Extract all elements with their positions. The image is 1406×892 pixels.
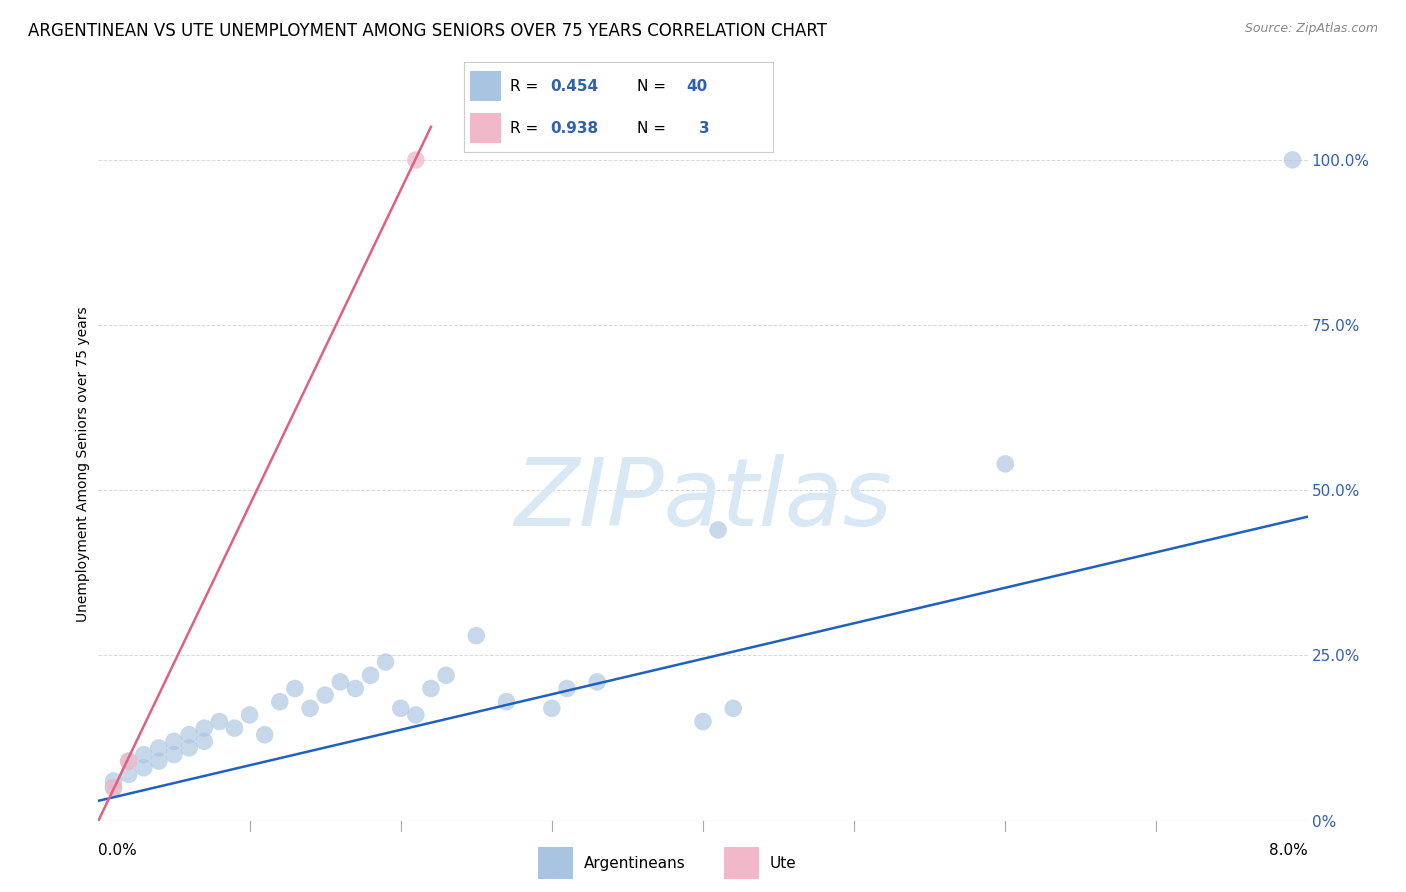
- Point: [103, 780, 125, 795]
- Text: Argentineans: Argentineans: [583, 855, 685, 871]
- Text: ZIPatlas: ZIPatlas: [515, 454, 891, 545]
- Text: ARGENTINEAN VS UTE UNEMPLOYMENT AMONG SENIORS OVER 75 YEARS CORRELATION CHART: ARGENTINEAN VS UTE UNEMPLOYMENT AMONG SE…: [28, 22, 827, 40]
- Y-axis label: Unemployment Among Seniors over 75 years: Unemployment Among Seniors over 75 years: [76, 306, 90, 622]
- Text: 3: 3: [699, 120, 710, 136]
- Point: [118, 754, 141, 768]
- Text: R =: R =: [510, 120, 544, 136]
- Point: [132, 761, 155, 775]
- Point: [541, 701, 564, 715]
- Point: [148, 741, 170, 756]
- Text: Source: ZipAtlas.com: Source: ZipAtlas.com: [1244, 22, 1378, 36]
- Point: [163, 734, 186, 748]
- Bar: [537, 847, 574, 880]
- Point: [314, 688, 336, 702]
- Point: [179, 741, 201, 756]
- Text: Ute: Ute: [770, 855, 797, 871]
- Point: [389, 701, 412, 715]
- Point: [269, 695, 291, 709]
- Point: [284, 681, 307, 696]
- Text: R =: R =: [510, 78, 544, 94]
- Bar: [470, 113, 501, 143]
- Point: [465, 629, 488, 643]
- Text: N =: N =: [637, 78, 671, 94]
- Point: [495, 695, 517, 709]
- Text: 40: 40: [686, 78, 709, 94]
- Point: [1281, 153, 1303, 167]
- Point: [586, 674, 609, 689]
- Text: 0.938: 0.938: [551, 120, 599, 136]
- Point: [555, 681, 578, 696]
- Point: [299, 701, 322, 715]
- Point: [118, 767, 141, 781]
- Point: [193, 721, 215, 735]
- Text: 0.0%: 0.0%: [98, 843, 138, 858]
- Point: [374, 655, 396, 669]
- Bar: [724, 847, 759, 880]
- Point: [118, 754, 141, 768]
- Point: [723, 701, 745, 715]
- Point: [132, 747, 155, 762]
- Point: [329, 674, 352, 689]
- Point: [344, 681, 367, 696]
- Point: [208, 714, 231, 729]
- Text: N =: N =: [637, 120, 676, 136]
- Point: [179, 728, 201, 742]
- Point: [360, 668, 382, 682]
- Point: [224, 721, 246, 735]
- Point: [405, 153, 427, 167]
- Point: [692, 714, 714, 729]
- Point: [103, 774, 125, 789]
- Point: [103, 780, 125, 795]
- Point: [994, 457, 1017, 471]
- Point: [163, 747, 186, 762]
- Point: [239, 707, 262, 722]
- Point: [405, 707, 427, 722]
- Point: [434, 668, 457, 682]
- Point: [707, 523, 730, 537]
- Text: 0.454: 0.454: [551, 78, 599, 94]
- Bar: [470, 71, 501, 101]
- Point: [253, 728, 276, 742]
- Point: [148, 754, 170, 768]
- Text: 8.0%: 8.0%: [1268, 843, 1308, 858]
- Point: [420, 681, 443, 696]
- Point: [193, 734, 215, 748]
